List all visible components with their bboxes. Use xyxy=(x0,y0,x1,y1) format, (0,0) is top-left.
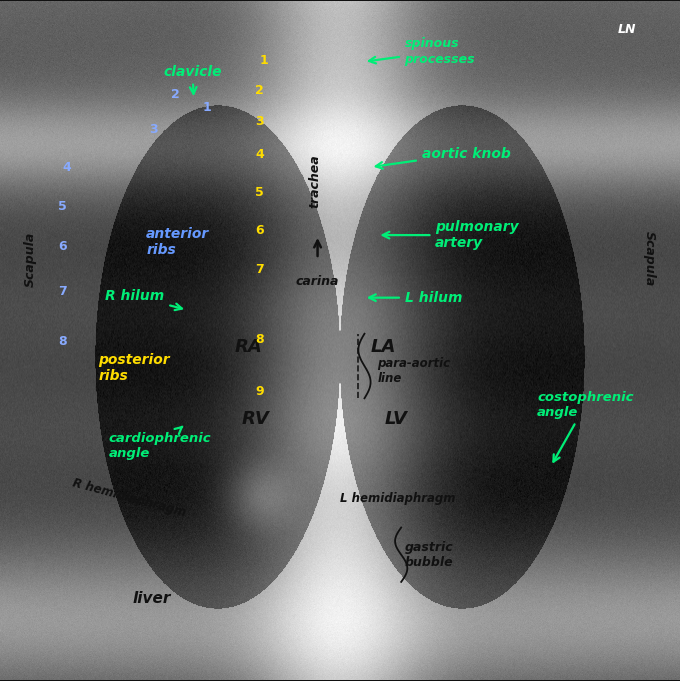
Text: 7: 7 xyxy=(256,264,264,276)
Text: aortic knob: aortic knob xyxy=(376,146,511,169)
Text: spinous
processes: spinous processes xyxy=(369,37,475,65)
Text: LN: LN xyxy=(617,23,636,36)
Text: liver: liver xyxy=(133,591,171,606)
Text: Scapula: Scapula xyxy=(24,232,37,287)
Text: 9: 9 xyxy=(256,385,264,398)
Text: 2: 2 xyxy=(171,88,180,101)
Text: LA: LA xyxy=(371,338,396,356)
Text: posterior
ribs: posterior ribs xyxy=(99,353,170,383)
Text: L hemidiaphragm: L hemidiaphragm xyxy=(340,492,456,505)
Text: RA: RA xyxy=(235,338,262,356)
Text: anterior
ribs: anterior ribs xyxy=(146,227,209,257)
Text: R hemidiaphragm: R hemidiaphragm xyxy=(71,477,188,520)
Text: 8: 8 xyxy=(256,332,264,346)
Text: Scapula: Scapula xyxy=(643,232,656,287)
Text: 1: 1 xyxy=(203,101,211,114)
Text: 3: 3 xyxy=(149,123,157,136)
Text: R hilum: R hilum xyxy=(105,289,182,310)
Text: trachea: trachea xyxy=(308,154,322,208)
Text: 1: 1 xyxy=(260,54,268,67)
Text: para-aortic
line: para-aortic line xyxy=(377,357,451,385)
Text: 8: 8 xyxy=(58,335,67,349)
Text: costophrenic
angle: costophrenic angle xyxy=(537,391,634,462)
Text: 5: 5 xyxy=(58,200,67,213)
Text: 3: 3 xyxy=(256,115,264,128)
Text: clavicle: clavicle xyxy=(163,65,222,94)
Text: L hilum: L hilum xyxy=(369,291,462,304)
Text: RV: RV xyxy=(241,410,269,428)
Text: 2: 2 xyxy=(256,84,264,97)
Text: carina: carina xyxy=(296,275,339,288)
Text: 5: 5 xyxy=(256,186,264,199)
Text: LV: LV xyxy=(384,410,407,428)
Text: 6: 6 xyxy=(58,240,67,253)
Text: 6: 6 xyxy=(256,224,264,237)
Text: 4: 4 xyxy=(256,148,264,161)
Text: 7: 7 xyxy=(58,285,67,298)
Text: cardiophrenic
angle: cardiophrenic angle xyxy=(109,427,211,460)
Text: gastric
bubble: gastric bubble xyxy=(405,541,454,569)
Text: 4: 4 xyxy=(63,161,71,174)
Text: pulmonary
artery: pulmonary artery xyxy=(383,220,519,250)
